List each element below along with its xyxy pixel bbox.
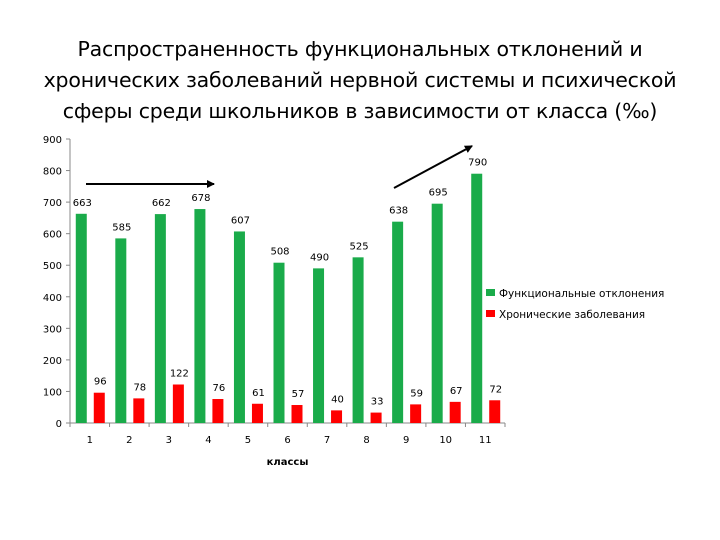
bar-functional <box>392 221 404 423</box>
annotation-arrow-rising <box>393 145 473 189</box>
bar-chronic <box>410 404 422 423</box>
x-tick-label: 8 <box>363 435 369 446</box>
y-tick-label: 500 <box>43 261 62 272</box>
bar-chronic <box>291 405 303 423</box>
bar-chronic <box>251 403 263 423</box>
data-label-chronic: 76 <box>213 383 226 394</box>
data-label-chronic: 57 <box>292 389 305 400</box>
bar-functional <box>75 213 87 423</box>
x-tick-label: 4 <box>205 435 211 446</box>
x-tick-label: 2 <box>126 435 132 446</box>
bar-functional <box>154 214 166 423</box>
y-tick-label: 700 <box>43 198 62 209</box>
bar-chronic <box>489 400 501 423</box>
bar-functional <box>115 238 127 423</box>
data-label-functional: 695 <box>429 188 448 199</box>
data-label-chronic: 33 <box>371 397 384 408</box>
x-tick-label: 1 <box>87 435 93 446</box>
bar-chronic <box>212 399 224 423</box>
x-tick-label: 10 <box>439 435 452 446</box>
data-label-functional: 607 <box>231 215 250 226</box>
bar-functional <box>431 203 443 423</box>
y-tick-label: 0 <box>56 419 62 430</box>
y-tick-label: 300 <box>43 324 62 335</box>
x-tick-label: 9 <box>403 435 409 446</box>
data-label-functional: 662 <box>152 198 171 209</box>
x-tick-label: 7 <box>324 435 330 446</box>
bar-chronic <box>370 412 382 423</box>
data-label-functional: 663 <box>73 198 92 209</box>
x-tick-label: 5 <box>245 435 251 446</box>
legend-label: Хронические заболевания <box>499 309 645 321</box>
x-tick-label: 11 <box>479 435 492 446</box>
bar-functional <box>273 262 285 423</box>
bar-chronic <box>172 384 184 423</box>
data-label-chronic: 40 <box>331 394 344 405</box>
data-label-chronic: 67 <box>450 386 463 397</box>
y-tick-label: 600 <box>43 230 62 241</box>
bar-functional <box>194 209 206 423</box>
x-tick-label: 6 <box>284 435 290 446</box>
data-label-chronic: 122 <box>170 369 189 380</box>
data-label-chronic: 72 <box>489 384 502 395</box>
data-label-chronic: 61 <box>252 388 265 399</box>
y-tick-label: 800 <box>43 167 62 178</box>
bar-chronic <box>331 410 343 423</box>
data-label-chronic: 96 <box>94 377 107 388</box>
data-label-functional: 508 <box>270 247 289 258</box>
data-label-functional: 525 <box>350 241 369 252</box>
y-tick-label: 200 <box>43 356 62 367</box>
legend-label: Функциональные отклонения <box>499 288 664 300</box>
bar-chronic <box>449 401 461 423</box>
data-label-functional: 678 <box>191 193 210 204</box>
legend-swatch <box>486 310 495 317</box>
legend-swatch <box>486 289 495 296</box>
data-label-functional: 790 <box>468 158 487 169</box>
data-label-functional: 585 <box>112 222 131 233</box>
page-title: Распространенность функциональных отклон… <box>43 37 677 123</box>
data-label-functional: 490 <box>310 252 329 263</box>
data-label-functional: 638 <box>389 206 408 217</box>
x-axis-title: классы <box>267 457 309 468</box>
bar-functional <box>233 231 245 423</box>
x-tick-label: 3 <box>166 435 172 446</box>
y-tick-label: 400 <box>43 293 62 304</box>
bar-functional <box>313 268 325 423</box>
data-label-chronic: 78 <box>133 382 146 393</box>
y-tick-label: 900 <box>43 135 62 146</box>
data-label-chronic: 59 <box>410 388 423 399</box>
bar-chronic <box>93 392 105 423</box>
y-tick-label: 100 <box>43 387 62 398</box>
bar-functional <box>471 173 483 423</box>
bar-functional <box>352 257 364 423</box>
bar-chronic <box>133 398 145 423</box>
